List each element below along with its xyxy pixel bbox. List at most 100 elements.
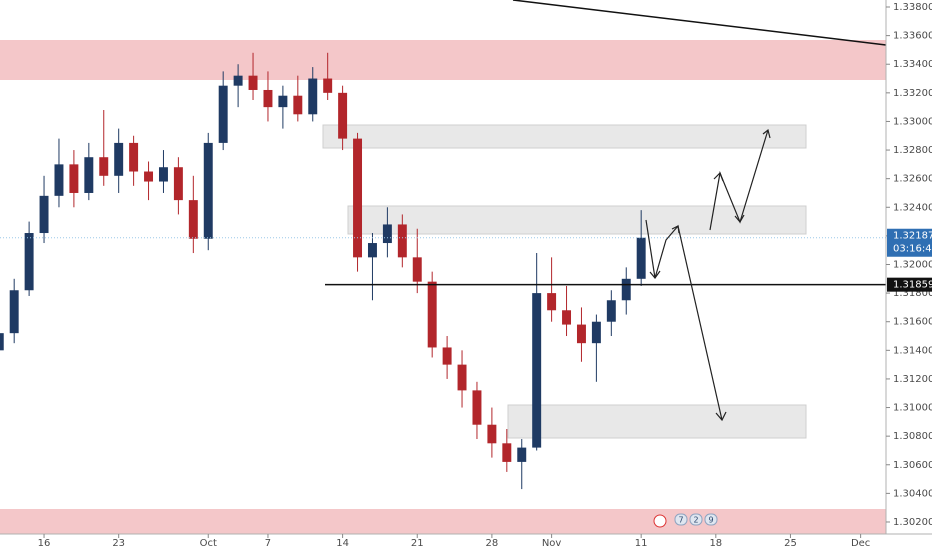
candle-body (457, 364, 467, 391)
y-tick-label: 1.31800 (893, 288, 932, 299)
candle-body (129, 142, 139, 172)
level-label: 1.31859 (893, 280, 932, 291)
candle-body (472, 390, 482, 425)
x-tick-label: 7 (265, 538, 271, 549)
support-zone (0, 509, 886, 534)
arrow-head (649, 270, 661, 279)
gray-zone (507, 404, 807, 439)
candle-body (487, 424, 497, 444)
arrow-head (671, 225, 680, 234)
candle-body (636, 237, 646, 279)
event-count: 9 (708, 516, 713, 525)
candle-body (621, 278, 631, 301)
candle-body (69, 164, 79, 193)
y-tick-label: 1.30200 (893, 517, 932, 528)
event-icon[interactable] (653, 514, 667, 528)
y-tick-label: 1.32800 (893, 145, 932, 156)
candle-body (353, 138, 363, 258)
arrow-head (734, 214, 745, 224)
candle-body (606, 300, 616, 322)
event-badge[interactable] (689, 513, 703, 526)
candle-body (442, 347, 452, 365)
candle-body (532, 293, 542, 448)
candle-body (517, 447, 527, 462)
y-tick-label: 1.33400 (893, 59, 932, 70)
event-count: 7 (678, 516, 683, 525)
y-tick-label: 1.31400 (893, 345, 932, 356)
x-tick-label: 21 (411, 538, 424, 549)
candle-body (188, 200, 198, 239)
x-tick-label: 14 (336, 538, 349, 549)
event-badge[interactable] (704, 513, 718, 526)
y-tick-label: 1.33600 (893, 31, 932, 42)
x-tick-label: 25 (784, 538, 797, 549)
y-tick-label: 1.33200 (893, 88, 932, 99)
candle-body (308, 78, 318, 115)
candle-body (99, 157, 109, 176)
candle-body (39, 195, 49, 234)
candle-body (84, 157, 94, 193)
x-tick-label: 28 (486, 538, 499, 549)
trend-line (512, 0, 887, 46)
x-tick-label: Dec (851, 538, 870, 549)
candle-body (114, 142, 124, 176)
candle-body (502, 443, 512, 462)
last-price-label: 1.32187 (893, 231, 932, 242)
candle-body (278, 95, 288, 108)
candle-body (233, 75, 243, 86)
candle-body (0, 333, 4, 351)
candle-body (248, 75, 258, 90)
candle-body (173, 167, 183, 201)
arrow-path (645, 219, 723, 421)
candle-body (338, 92, 348, 139)
candle-body (9, 290, 19, 334)
x-tick-label: 11 (635, 538, 648, 549)
x-tick-label: Oct (200, 538, 217, 549)
price-axis (886, 0, 932, 550)
x-tick-label: Nov (542, 538, 562, 549)
y-tick-label: 1.30600 (893, 460, 932, 471)
y-tick-label: 1.33800 (893, 2, 932, 13)
event-count: 2 (693, 516, 698, 525)
arrow-head (713, 171, 724, 182)
gray-zone (347, 205, 807, 235)
projection-arrows (645, 128, 771, 422)
plot-area (0, 52, 886, 490)
level-tag (887, 277, 932, 292)
candle-body (562, 310, 572, 325)
y-tick-label: 1.31200 (893, 374, 932, 385)
candle-body (203, 142, 213, 239)
candle-body (367, 243, 377, 258)
candle-body (576, 324, 586, 344)
event-badge[interactable] (674, 513, 688, 526)
candle-body (24, 233, 34, 291)
candle-body (591, 321, 601, 344)
y-tick-label: 1.32400 (893, 202, 932, 213)
y-tick-label: 1.32000 (893, 259, 932, 270)
x-tick-label: 23 (112, 538, 125, 549)
y-tick-label: 1.32600 (893, 174, 932, 185)
y-tick-label: 1.30400 (893, 488, 932, 499)
candle-body (158, 167, 168, 182)
arrow-head (715, 411, 727, 422)
candle-body (293, 95, 303, 115)
candle-body (323, 78, 333, 93)
candle-body (263, 89, 273, 108)
y-tick-label: 1.33000 (893, 116, 932, 127)
events (653, 513, 718, 528)
axes: 1.30200 1.30400 1.30600 1.30800 1.31000 1.312… (38, 2, 932, 549)
y-tick-label: 1.30800 (893, 431, 932, 442)
countdown-label: 03:16:41 (893, 244, 932, 255)
last-price-tag (887, 228, 932, 257)
x-tick-label: 18 (709, 538, 722, 549)
candle-body (54, 164, 64, 196)
y-tick-label: 1.31000 (893, 403, 932, 414)
candle-body (144, 171, 154, 182)
arrow-path (709, 129, 769, 231)
candle-body (412, 257, 422, 282)
y-tick-label: 1.31600 (893, 317, 932, 328)
gray-zone (322, 124, 807, 149)
candle-body (427, 281, 437, 348)
candle-body (218, 85, 228, 143)
